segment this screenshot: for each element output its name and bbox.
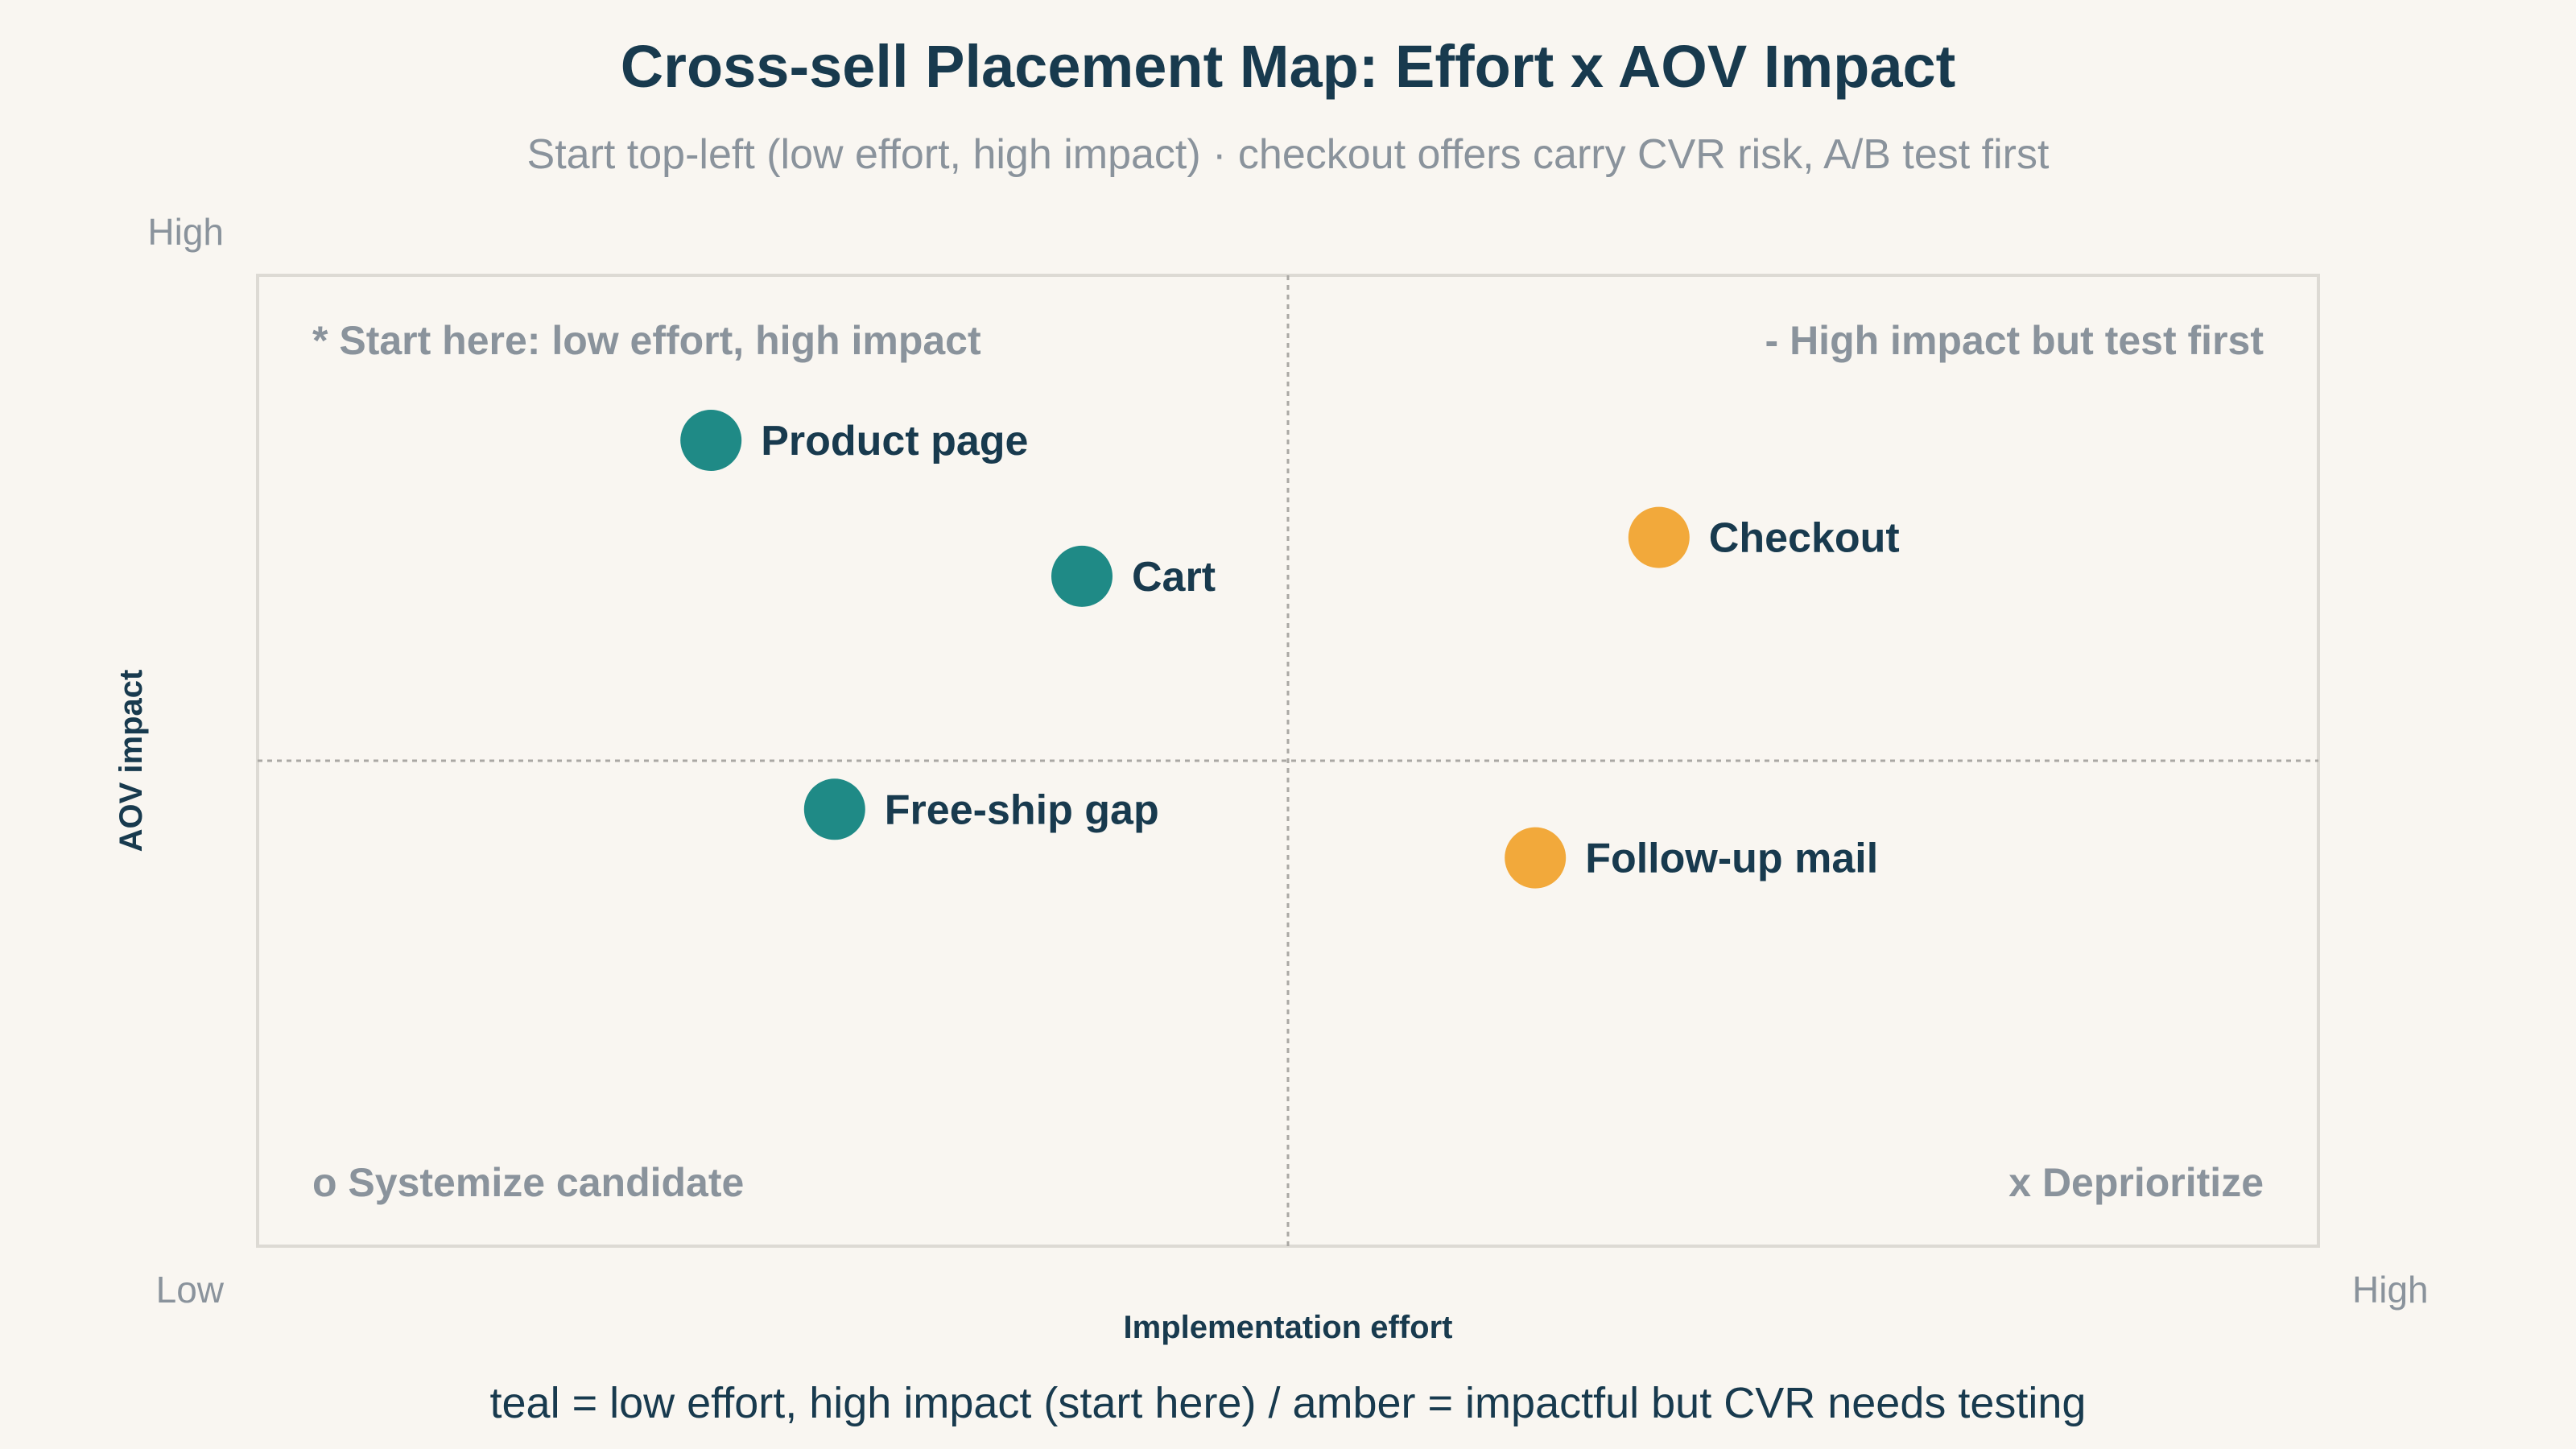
data-point-label: Cart (1132, 554, 1216, 601)
quadrant-label-top-right: - High impact but test first (1765, 318, 2264, 363)
data-point (680, 410, 742, 472)
data-point (1051, 545, 1113, 607)
quadrant-label-top-left: * Start here: low effort, high impact (312, 318, 981, 363)
y-axis-high-label: High (147, 211, 224, 253)
data-point (1505, 827, 1567, 889)
x-axis-title: Implementation effort (1124, 1310, 1453, 1345)
data-point-label: Free-ship gap (885, 786, 1159, 833)
data-point-label: Follow-up mail (1585, 836, 1878, 882)
chart-title: Cross-sell Placement Map: Effort x AOV I… (620, 33, 1956, 100)
data-point (803, 778, 865, 840)
data-point-label: Checkout (1709, 515, 1900, 562)
legend-footnote: teal = low effort, high impact (start he… (489, 1379, 2087, 1427)
y-axis-title: AOV impact (114, 670, 149, 852)
data-point (1628, 506, 1690, 568)
x-axis-high-label: High (2352, 1269, 2429, 1311)
x-axis-low-label: Low (156, 1269, 225, 1311)
quadrant-label-bottom-left: o Systemize candidate (312, 1160, 744, 1205)
points-layer: Product page Cart Free-ship gap Checkout Fol… (680, 410, 1900, 889)
chart-subtitle: Start top-left (low effort, high impact)… (526, 131, 2050, 178)
quadrant-label-bottom-right: x Deprioritize (2008, 1160, 2264, 1205)
data-point-label: Product page (761, 418, 1028, 464)
